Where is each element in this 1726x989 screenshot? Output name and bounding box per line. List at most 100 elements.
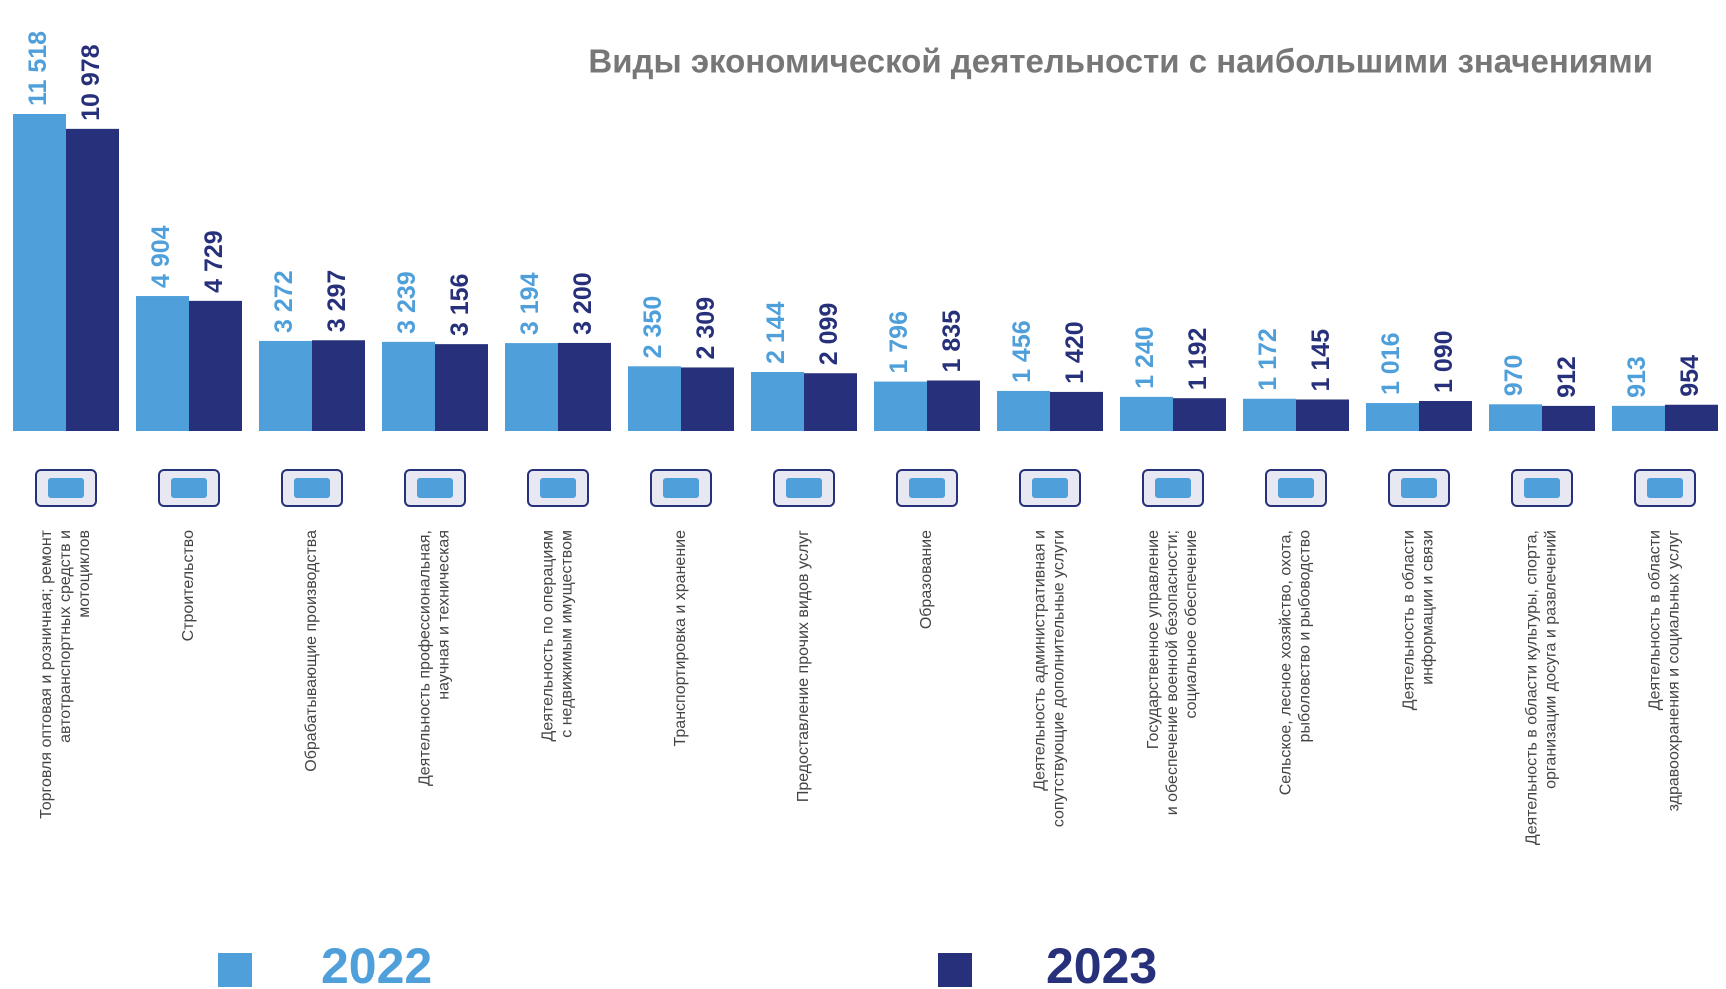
category-label: рыболовство и рыбоводство [1297,530,1314,743]
bar [804,373,857,431]
value-label: 4 729 [200,230,228,293]
category-label: Государственное управление [1145,530,1162,749]
icon-accent [909,478,945,498]
category-icon [896,469,958,507]
bar [558,342,611,431]
value-label: 3 297 [323,270,351,333]
category-label: Образование [918,530,935,629]
icon-accent [663,478,699,498]
category-label: информации и связи [1420,530,1437,685]
icon-accent [1278,478,1314,498]
category-icon [35,469,97,507]
category-label: социальное обеспечение [1183,530,1200,719]
legend-swatch [218,953,252,987]
category-icon [281,469,343,507]
bar [751,371,804,431]
icon-accent [294,478,330,498]
category-icon [1019,469,1081,507]
icon-accent [1155,478,1191,498]
value-label: 954 [1676,355,1704,397]
category-icon [1511,469,1573,507]
bar [1173,398,1226,431]
category-label: с недвижимым имуществом [559,530,576,738]
bar [1050,391,1103,431]
value-label: 3 194 [516,272,544,335]
category-icon [773,469,835,507]
category-label: Предоставление прочих видов услуг [795,530,812,802]
bar [1489,404,1542,431]
category-icon [1265,469,1327,507]
category-label: научная и техническая [436,530,453,700]
bar [382,341,435,431]
bar [1419,401,1472,431]
value-label: 1 240 [1131,326,1159,389]
value-label: 3 200 [569,272,597,335]
value-label: 10 978 [77,44,105,121]
bar [505,343,558,431]
bar [927,380,980,431]
icon-accent [540,478,576,498]
icon-accent [171,478,207,498]
value-label: 2 099 [815,303,843,366]
value-label: 912 [1553,356,1581,398]
icon-accent [48,478,84,498]
bar [435,344,488,431]
bar [681,367,734,431]
category-label: Деятельность административная и [1032,530,1049,791]
value-label: 1 796 [885,311,913,374]
category-icon [158,469,220,507]
value-label: 1 145 [1307,329,1335,392]
category-label: мотоциклов [76,530,93,618]
category-label: Деятельность в области культуры, спорта, [1524,530,1541,845]
value-label: 3 272 [270,270,298,333]
bar [136,296,189,431]
category-icon [650,469,712,507]
category-label: здравоохранения и социальных услуг [1666,530,1683,812]
value-label: 1 192 [1184,328,1212,391]
value-label: 2 144 [762,301,790,364]
value-label: 1 835 [938,310,966,373]
value-label: 3 239 [393,271,421,334]
category-icon [404,469,466,507]
bar [1542,405,1595,431]
legend-swatch [938,953,972,987]
bar [1243,398,1296,431]
value-label: 1 172 [1254,328,1282,391]
bar [628,366,681,431]
value-label: 2 309 [692,297,720,360]
category-label: автотранспортных средств и [57,530,74,743]
value-label: 1 456 [1008,320,1036,383]
bar [874,381,927,431]
value-label: 913 [1623,356,1651,398]
category-label: Деятельность в области [1401,530,1418,710]
category-label: Торговля оптовая и розничная; ремонт [38,529,55,818]
bar [13,114,66,431]
legend-label: 2023 [1046,938,1157,989]
bar [1120,396,1173,431]
category-label: Деятельность по операциям [540,530,557,741]
icon-accent [1524,478,1560,498]
category-label: Деятельность профессиональная, [417,530,434,786]
category-icon [1142,469,1204,507]
value-label: 11 518 [24,31,52,106]
bar [189,300,242,431]
value-label: 2 350 [639,296,667,359]
bar [1366,403,1419,431]
legend-label: 2022 [321,938,432,989]
category-icon [527,469,589,507]
category-label: организации досуга и развлечений [1543,530,1560,789]
category-label: Строительство [180,530,197,641]
value-label: 4 904 [147,225,175,288]
value-label: 1 016 [1377,332,1405,395]
bar [66,128,119,432]
bar [1296,399,1349,431]
category-label: Обрабатывающие производства [303,530,320,772]
value-label: 1 420 [1061,321,1089,384]
category-label: Транспортировка и хранение [672,530,689,747]
bar [259,340,312,431]
bar [997,390,1050,431]
bar [312,340,365,431]
category-label: Сельское, лесное хозяйство, охота, [1278,530,1295,795]
